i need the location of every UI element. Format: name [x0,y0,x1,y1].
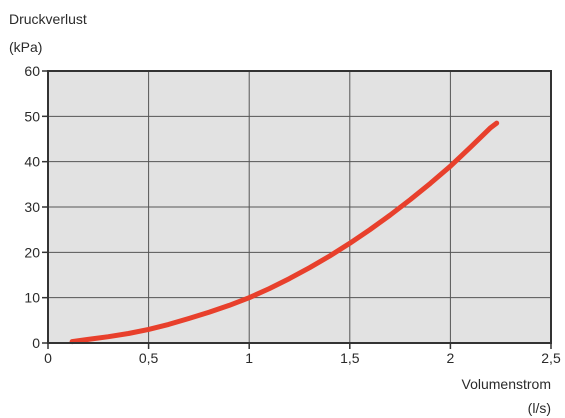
y-tick-label: 50 [24,108,40,124]
y-tick-label: 60 [24,63,40,79]
y-tick-label: 20 [24,244,40,260]
x-tick-label: 2,5 [541,350,561,366]
x-tick-label: 1,5 [340,350,360,366]
series-line-0 [69,120,500,345]
y-axis-ticks: 0 10 20 30 40 50 60 [24,63,48,351]
series-layer [69,120,500,345]
x-axis-ticks: 0 0,5 1 1,5 2 2,5 [44,343,561,366]
x-tick-label: 0 [44,350,52,366]
grid-lines [48,71,551,343]
y-axis-label-line2: (kPa) [9,39,42,55]
x-axis-label-line2: (l/s) [528,400,551,416]
x-tick-label: 1 [245,350,253,366]
y-axis-label-line1: Druckverlust [9,11,87,27]
x-axis-label-line1: Volumenstrom [462,376,551,392]
y-tick-label: 0 [32,335,40,351]
x-tick-label: 0,5 [139,350,159,366]
y-tick-label: 30 [24,199,40,215]
y-tick-label: 40 [24,154,40,170]
x-tick-label: 2 [447,350,455,366]
y-tick-label: 10 [24,290,40,306]
